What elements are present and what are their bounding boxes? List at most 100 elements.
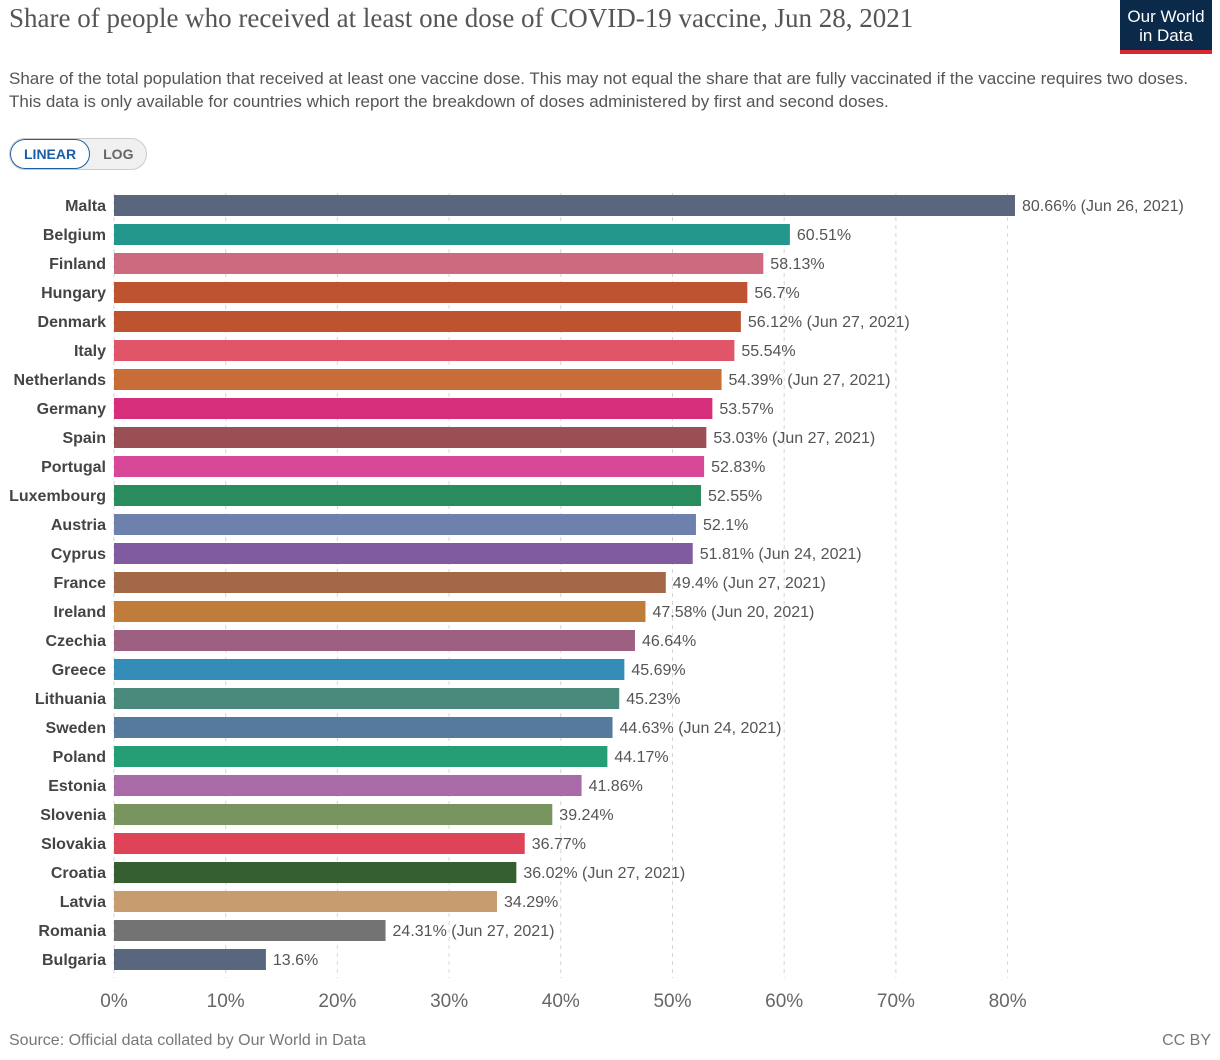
value-label: 47.58% (Jun 20, 2021) bbox=[652, 604, 814, 621]
x-tick-label: 10% bbox=[207, 991, 245, 1012]
category-label: Slovenia bbox=[40, 807, 106, 824]
category-label: France bbox=[54, 575, 107, 592]
value-label: 80.66% (Jun 26, 2021) bbox=[1022, 198, 1184, 215]
category-label: Estonia bbox=[48, 778, 106, 795]
bar[interactable] bbox=[114, 833, 525, 854]
category-label: Lithuania bbox=[35, 691, 106, 708]
value-label: 41.86% bbox=[589, 778, 643, 795]
bar[interactable] bbox=[114, 891, 498, 912]
value-label: 60.51% bbox=[797, 227, 851, 244]
bar[interactable] bbox=[114, 630, 635, 651]
bar[interactable] bbox=[114, 369, 722, 390]
value-label: 36.02% (Jun 27, 2021) bbox=[523, 865, 685, 882]
bar[interactable] bbox=[114, 804, 553, 825]
category-label: Finland bbox=[49, 256, 106, 273]
category-label: Austria bbox=[51, 517, 106, 534]
value-label: 52.55% bbox=[708, 488, 762, 505]
chart-subtitle: Share of the total population that recei… bbox=[9, 69, 1189, 111]
chart-title: Share of people who received at least on… bbox=[9, 3, 914, 33]
category-label: Sweden bbox=[46, 720, 106, 737]
bar[interactable] bbox=[114, 224, 790, 245]
x-tick-label: 60% bbox=[765, 991, 803, 1012]
bar[interactable] bbox=[114, 601, 646, 622]
logo-accent-bar bbox=[1120, 50, 1212, 54]
value-label: 56.12% (Jun 27, 2021) bbox=[748, 314, 910, 331]
bar[interactable] bbox=[114, 456, 705, 477]
logo-line-2: in Data bbox=[1139, 26, 1193, 45]
x-tick-label: 30% bbox=[430, 991, 468, 1012]
bar[interactable] bbox=[114, 282, 748, 303]
log-scale-button[interactable]: LOG bbox=[103, 146, 134, 162]
category-label: Greece bbox=[52, 662, 106, 679]
scale-toggle: LINEAR LOG bbox=[9, 138, 148, 170]
bar[interactable] bbox=[114, 775, 582, 796]
logo-line-1: Our World bbox=[1127, 7, 1205, 26]
value-label: 46.64% bbox=[642, 633, 696, 650]
x-tick-label: 0% bbox=[100, 991, 128, 1012]
category-label: Croatia bbox=[51, 865, 106, 882]
category-label: Luxembourg bbox=[9, 488, 106, 505]
value-label: 49.4% (Jun 27, 2021) bbox=[673, 575, 826, 592]
value-label: 58.13% bbox=[770, 256, 824, 273]
value-label: 24.31% (Jun 27, 2021) bbox=[393, 923, 555, 940]
value-label: 51.81% (Jun 24, 2021) bbox=[700, 546, 862, 563]
category-label: Slovakia bbox=[41, 836, 106, 853]
x-tick-label: 80% bbox=[989, 991, 1027, 1012]
value-label: 36.77% bbox=[532, 836, 586, 853]
category-label: Malta bbox=[65, 198, 106, 215]
bar[interactable] bbox=[114, 514, 696, 535]
category-label: Czechia bbox=[46, 633, 107, 650]
category-label: Spain bbox=[62, 430, 106, 447]
bar[interactable] bbox=[114, 398, 713, 419]
category-label: Portugal bbox=[41, 459, 106, 476]
bar[interactable] bbox=[114, 688, 620, 709]
category-label: Romania bbox=[38, 923, 106, 940]
value-label: 44.63% (Jun 24, 2021) bbox=[620, 720, 782, 737]
bar[interactable] bbox=[114, 949, 266, 970]
bar-chart: 0% 10% 20% 30% 40% 50% 60% 70% 80% Malta 80.66% (J… bbox=[9, 193, 1184, 1012]
value-label: 53.03% (Jun 27, 2021) bbox=[713, 430, 875, 447]
value-label: 39.24% bbox=[559, 807, 613, 824]
owid-logo[interactable]: Our World in Data bbox=[1120, 0, 1212, 54]
category-label: Germany bbox=[37, 401, 106, 418]
value-label: 34.29% bbox=[504, 894, 558, 911]
category-label: Bulgaria bbox=[42, 952, 106, 969]
category-label: Poland bbox=[53, 749, 106, 766]
bar[interactable] bbox=[114, 485, 701, 506]
bar[interactable] bbox=[114, 746, 608, 767]
value-label: 52.83% bbox=[711, 459, 765, 476]
value-label: 56.7% bbox=[754, 285, 799, 302]
value-label: 53.57% bbox=[719, 401, 773, 418]
bar[interactable] bbox=[114, 340, 735, 361]
category-label: Italy bbox=[74, 343, 106, 360]
bar[interactable] bbox=[114, 572, 666, 593]
category-label: Cyprus bbox=[51, 546, 106, 563]
category-label: Latvia bbox=[60, 894, 106, 911]
value-label: 45.23% bbox=[626, 691, 680, 708]
bar[interactable] bbox=[114, 920, 386, 941]
x-tick-label: 40% bbox=[542, 991, 580, 1012]
x-tick-label: 70% bbox=[877, 991, 915, 1012]
value-label: 44.17% bbox=[614, 749, 668, 766]
bar[interactable] bbox=[114, 253, 764, 274]
linear-scale-button[interactable]: LINEAR bbox=[10, 139, 91, 169]
category-label: Hungary bbox=[41, 285, 106, 302]
license-label[interactable]: CC BY bbox=[1162, 1032, 1211, 1049]
bar[interactable] bbox=[114, 195, 1015, 216]
bar[interactable] bbox=[114, 427, 707, 448]
bar[interactable] bbox=[114, 659, 625, 680]
source-note[interactable]: Source: Official data collated by Our Wo… bbox=[9, 1032, 366, 1049]
x-tick-label: 50% bbox=[653, 991, 691, 1012]
bar[interactable] bbox=[114, 311, 741, 332]
bar[interactable] bbox=[114, 862, 517, 883]
x-tick-label: 20% bbox=[318, 991, 356, 1012]
category-label: Belgium bbox=[43, 227, 106, 244]
value-label: 13.6% bbox=[273, 952, 318, 969]
value-label: 45.69% bbox=[631, 662, 685, 679]
category-label: Netherlands bbox=[14, 372, 107, 389]
category-label: Ireland bbox=[54, 604, 106, 621]
category-label: Denmark bbox=[38, 314, 107, 331]
bar[interactable] bbox=[114, 717, 613, 738]
bar[interactable] bbox=[114, 543, 693, 564]
value-label: 55.54% bbox=[741, 343, 795, 360]
